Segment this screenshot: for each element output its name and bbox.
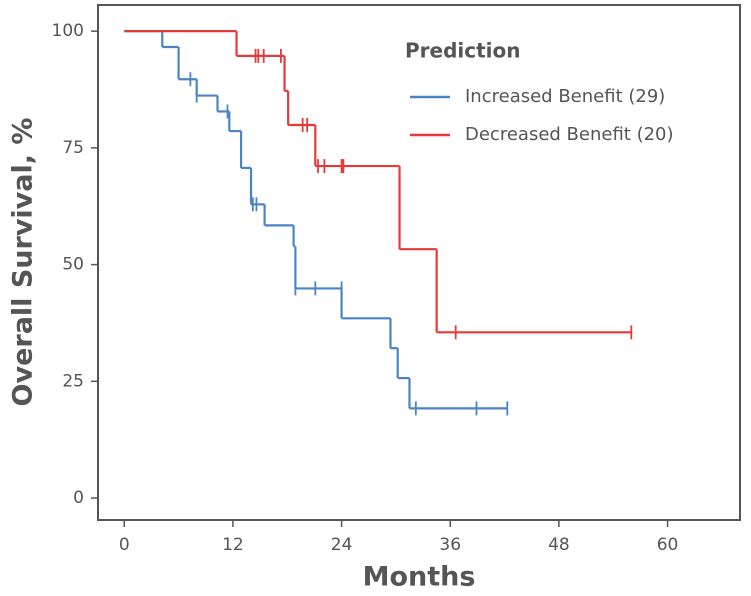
y-tick-label: 100	[52, 21, 84, 41]
x-tick-label: 60	[657, 535, 679, 555]
legend-label: Decreased Benefit (20)	[465, 124, 674, 145]
legend-title: Prediction	[405, 39, 521, 63]
x-axis-title: Months	[363, 562, 476, 593]
y-tick-label: 0	[73, 488, 84, 508]
y-axis-title: Overall Survival, %	[8, 118, 39, 407]
y-tick-label: 25	[62, 371, 84, 391]
x-tick-label: 24	[331, 535, 353, 555]
legend-label: Increased Benefit (29)	[465, 86, 665, 107]
x-tick-label: 0	[119, 535, 130, 555]
x-tick-label: 36	[439, 535, 461, 555]
y-tick-label: 75	[62, 138, 84, 158]
plot-frame	[97, 4, 741, 521]
y-tick-label: 50	[62, 255, 84, 275]
x-tick-label: 12	[222, 535, 244, 555]
x-tick-label: 48	[548, 535, 570, 555]
